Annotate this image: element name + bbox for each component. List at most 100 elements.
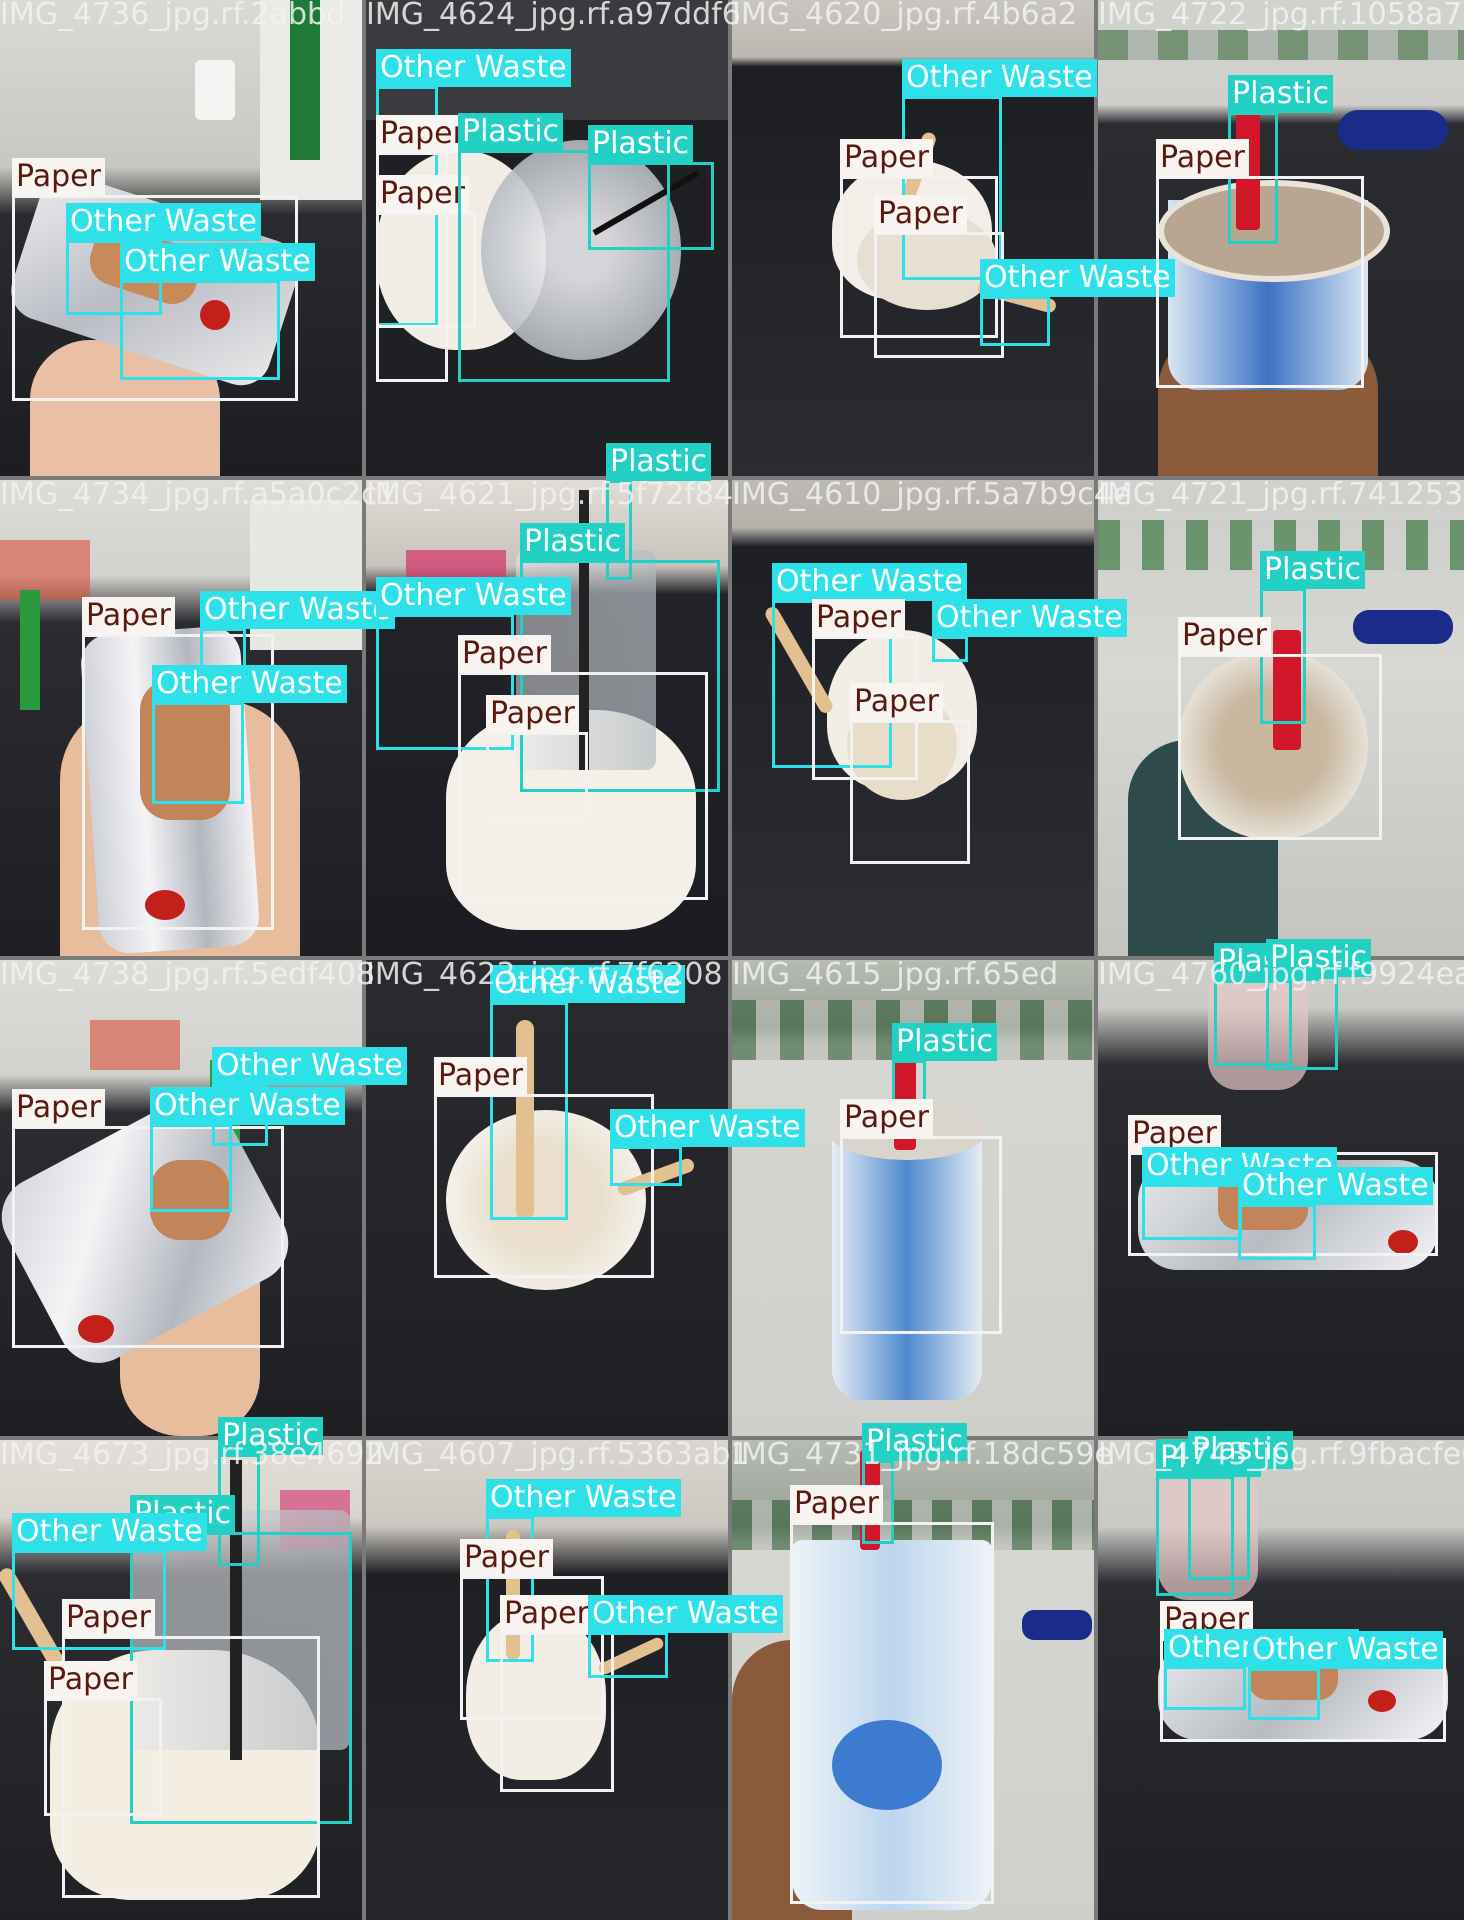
- paper-detection-box: Paper: [458, 635, 708, 900]
- other-waste-label: Other Waste: [66, 203, 261, 241]
- paper-detection-box: Paper: [434, 1057, 654, 1278]
- photo: [366, 960, 728, 1436]
- other-waste-detection-box: Other Waste: [588, 1595, 783, 1678]
- photo: [1098, 480, 1464, 956]
- image-tile: IMG_4760_jpg.rf.f9924ead Plastic Plastic…: [1098, 939, 1464, 1436]
- paper-detection-box: Paper: [500, 1595, 614, 1792]
- photo: [0, 0, 362, 476]
- other-waste-detection-box: Other Waste: [1142, 1147, 1337, 1240]
- other-waste-label: Other Waste: [588, 1595, 783, 1633]
- paper-label: Paper: [874, 195, 967, 233]
- image-tile: IMG_4673_jpg.rf.38e4692 Plastic Plastic …: [0, 1417, 384, 1920]
- other-waste-label: Other Waste: [902, 59, 1097, 97]
- paper-label: Paper: [850, 683, 943, 721]
- image-tile: IMG_4722_jpg.rf.1058a74 Plastic Paper: [1098, 0, 1464, 476]
- other-waste-detection-box: Other Waste: [12, 1513, 207, 1650]
- other-waste-label: Other Waste: [932, 599, 1127, 637]
- paper-detection-box: Paper: [1178, 617, 1382, 840]
- other-waste-detection-box: Other Waste: [212, 1047, 407, 1146]
- paper-detection-box: Paper: [12, 158, 298, 401]
- image-tile: IMG_4607_jpg.rf.5363ab1 Other Waste Pape…: [366, 1438, 783, 1920]
- other-waste-label: Other Waste: [150, 1087, 345, 1125]
- paper-label: Paper: [82, 597, 175, 635]
- plastic-detection-box: Plastic: [862, 1423, 968, 1544]
- other-waste-detection-box: Other Waste: [932, 599, 1127, 662]
- other-waste-label: Other Waste: [120, 243, 315, 281]
- paper-detection-box: Paper: [790, 1485, 994, 1904]
- other-waste-detection-box: Other Waste: [150, 1087, 345, 1212]
- image-tile: IMG_4738_jpg.rf.5edf408 Paper Other Wast…: [0, 958, 407, 1436]
- other-waste-label: Other Waste: [980, 259, 1175, 297]
- paper-detection-box: Paper: [376, 175, 476, 328]
- paper-label: Paper: [12, 1089, 105, 1127]
- paper-label: Paper: [812, 599, 905, 637]
- image-tile: IMG_4743_jpg.rf.9fbacfe6 Plastic Plastic…: [1098, 1431, 1464, 1920]
- paper-label: Paper: [840, 139, 933, 177]
- paper-detection-box: Paper: [12, 1089, 284, 1348]
- other-waste-label: Other Waste: [486, 1479, 681, 1517]
- paper-detection-box: Paper: [874, 195, 1004, 358]
- other-waste-label: Other Waste: [200, 591, 395, 629]
- paper-label: Paper: [460, 1539, 553, 1577]
- image-tile: IMG_4610_jpg.rf.5a7b9c4e Other Waste Pap…: [732, 478, 1131, 956]
- other-waste-label: Other Waste: [610, 1109, 805, 1147]
- other-waste-detection-box: Other Waste: [902, 59, 1097, 280]
- other-waste-label: Other Waste: [1248, 1631, 1443, 1669]
- other-waste-detection-box: Other Waste: [486, 1479, 681, 1662]
- image-tile: IMG_4620_jpg.rf.4b6a2 Other Waste Paper …: [732, 0, 1175, 476]
- paper-label: Paper: [790, 1485, 883, 1523]
- plastic-label: Plastic: [1188, 1431, 1294, 1469]
- image-tile: IMG_4623_jpg.rf.7f6208 Other Waste Paper…: [366, 958, 805, 1436]
- other-waste-detection-box: Other Waste: [376, 577, 571, 750]
- plastic-label: Plastic: [1260, 551, 1366, 589]
- plastic-label: Plastic: [862, 1423, 968, 1461]
- other-waste-label: Other Waste: [152, 665, 347, 703]
- other-waste-detection-box: Other Waste: [1164, 1629, 1359, 1710]
- other-waste-label: Other Waste: [772, 563, 967, 601]
- plastic-detection-box: Plastic: [606, 443, 712, 580]
- paper-detection-box: Paper: [62, 1599, 320, 1898]
- plastic-detection-box: Plastic: [458, 113, 670, 382]
- other-waste-label: Other Waste: [212, 1047, 407, 1085]
- plastic-detection-box: Plastic: [588, 125, 714, 250]
- image-tile: IMG_4615_jpg.rf.65ed Plastic Paper: [732, 958, 1094, 1436]
- image-tile: IMG_4731_jpg.rf.18dc59e Plastic Paper: [732, 1423, 1113, 1920]
- paper-detection-box: Paper: [812, 599, 918, 780]
- other-waste-detection-box: Other Waste: [610, 1109, 805, 1186]
- plastic-detection-box: Plastic: [520, 523, 720, 792]
- other-waste-label: Other Waste: [376, 577, 571, 615]
- other-waste-label: Other Waste: [1238, 1167, 1433, 1205]
- other-waste-detection-box: Other Waste: [490, 965, 685, 1220]
- other-waste-detection-box: Other Waste: [376, 49, 571, 326]
- paper-label: Paper: [434, 1057, 527, 1095]
- plastic-detection-box: Plastic: [1188, 1431, 1294, 1580]
- plastic-label: Plastic: [520, 523, 626, 561]
- plastic-label: Plastic: [588, 125, 694, 163]
- other-waste-detection-box: Other Waste: [1248, 1631, 1443, 1720]
- image-tile: IMG_4734_jpg.rf.a5a0c2c1 Paper Other Was…: [0, 478, 397, 956]
- paper-label: Paper: [376, 115, 469, 153]
- paper-detection-box: Paper: [460, 1539, 604, 1720]
- image-tile: IMG_4624_jpg.rf.a97ddf6 Other Waste Pape…: [366, 0, 741, 476]
- other-waste-label: Other Waste: [490, 965, 685, 1003]
- other-waste-detection-box: Other Waste: [1238, 1167, 1433, 1260]
- paper-detection-box: Paper: [1156, 139, 1364, 388]
- plastic-label: Plastic: [606, 443, 712, 481]
- paper-detection-box: Paper: [850, 683, 970, 864]
- plastic-label: Plastic: [458, 113, 564, 151]
- other-waste-detection-box: Other Waste: [120, 243, 315, 380]
- paper-label: Paper: [1156, 139, 1249, 177]
- paper-label: Paper: [1128, 1115, 1221, 1153]
- paper-label: Paper: [500, 1595, 593, 1633]
- other-waste-detection-box: Other Waste: [152, 665, 347, 804]
- plastic-label: Plastic: [1266, 939, 1372, 977]
- image-tile: IMG_4721_jpg.rf.7412535ad Plastic Paper: [1098, 478, 1464, 956]
- plastic-detection-box: Plastic: [1266, 939, 1372, 1070]
- image-tile: IMG_4621_jpg.rf.5f72f84 Plastic Plastic …: [366, 443, 733, 956]
- image-tile: IMG_4736_jpg.rf.2abbd Paper Other Waste …: [0, 0, 362, 476]
- paper-label: Paper: [1178, 617, 1271, 655]
- paper-detection-box: Paper: [840, 1099, 1002, 1334]
- paper-label: Paper: [486, 695, 579, 733]
- photo: [732, 960, 1094, 1436]
